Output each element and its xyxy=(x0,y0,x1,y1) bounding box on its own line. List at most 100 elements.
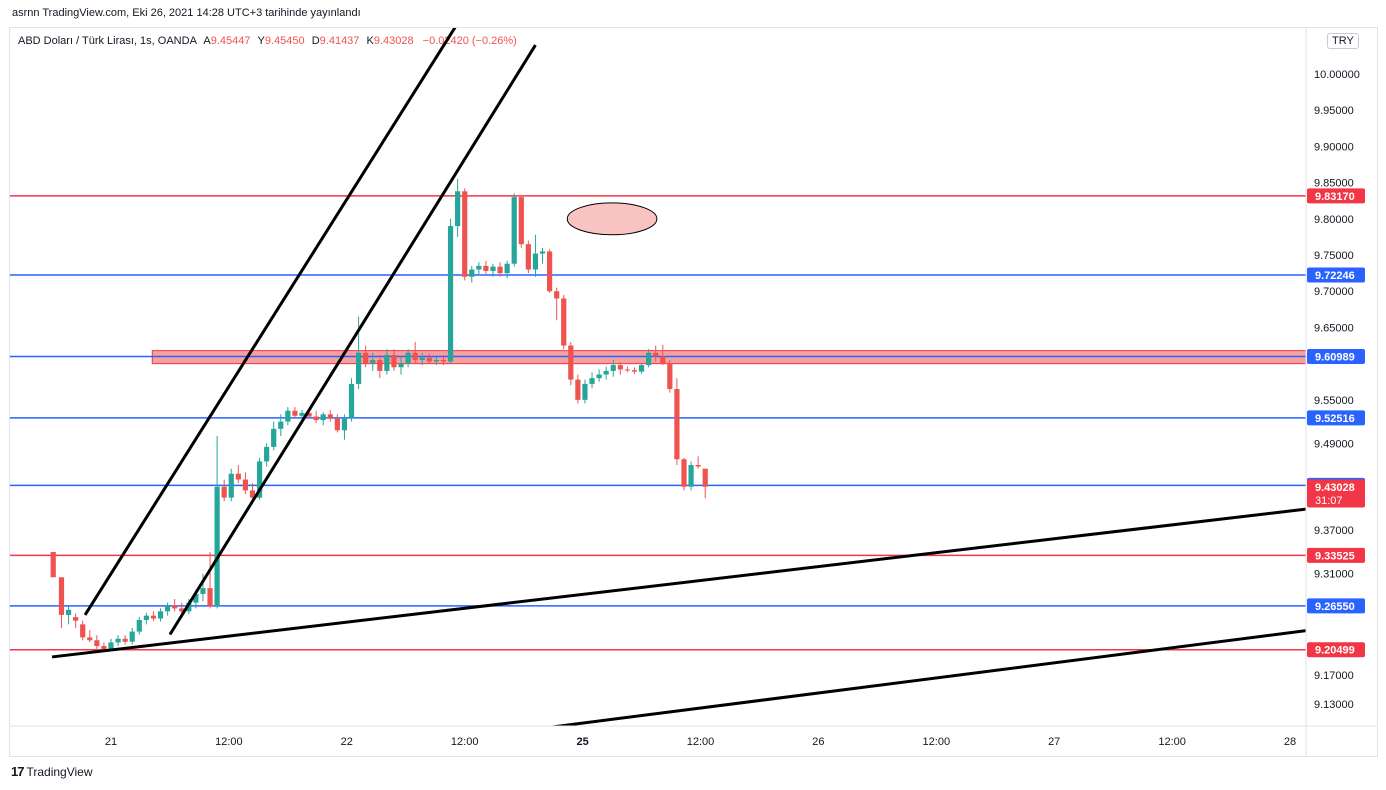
candle-down xyxy=(702,468,708,487)
price-badge xyxy=(1307,267,1365,283)
price-badge xyxy=(1307,479,1365,508)
candle-down xyxy=(94,640,100,647)
y-tick-label: 9.75000 xyxy=(1314,250,1354,262)
candle-up xyxy=(405,352,411,364)
y-tick-label: 9.85000 xyxy=(1314,178,1354,190)
candle-up xyxy=(688,465,694,487)
candle-down xyxy=(122,638,128,642)
trend-line xyxy=(51,507,1306,659)
candle-down xyxy=(497,266,503,274)
x-tick-label: 12:00 xyxy=(687,736,715,748)
candle-up xyxy=(384,354,390,371)
y-tick-label: 9.37000 xyxy=(1314,525,1354,537)
price-badge xyxy=(1307,642,1365,658)
candle-up xyxy=(278,421,284,429)
candle-up xyxy=(603,370,609,375)
price-badge xyxy=(1307,188,1365,204)
candle-down xyxy=(80,624,86,638)
candle-down xyxy=(221,486,227,498)
y-tick-label: 9.80000 xyxy=(1314,214,1354,226)
candle-down xyxy=(391,354,397,368)
candle-up xyxy=(539,251,546,254)
candle-down xyxy=(525,244,531,270)
x-tick-label: 25 xyxy=(576,736,588,748)
published-info: asrnn TradingView.com, Eki 26, 2021 14:2… xyxy=(12,7,361,19)
price-badge-label: 9.83170 xyxy=(1315,191,1355,203)
candle-down xyxy=(440,360,447,362)
candle-up xyxy=(129,631,135,642)
price-badge-label: 9.33525 xyxy=(1315,550,1355,562)
tradingview-brand[interactable]: 17 TradingView xyxy=(11,764,93,779)
low-value: 9.41437 xyxy=(319,35,360,47)
candle-down xyxy=(87,637,93,641)
candle-up xyxy=(65,609,72,615)
candle-down xyxy=(695,465,701,467)
candle-down xyxy=(242,479,249,491)
candle-up xyxy=(228,473,234,498)
candle-up xyxy=(320,414,326,421)
candle-down xyxy=(483,265,489,271)
price-badge xyxy=(1307,598,1365,614)
candle-down xyxy=(624,369,631,371)
brand-label: TradingView xyxy=(26,764,93,779)
candle-down xyxy=(617,365,623,370)
candle-down xyxy=(575,379,581,400)
chart-frame xyxy=(9,27,1378,757)
x-tick-label: 12:00 xyxy=(451,736,479,748)
candle-up xyxy=(646,352,652,366)
candle-up xyxy=(476,265,482,270)
candle-down xyxy=(561,298,567,346)
candle-up xyxy=(532,253,539,270)
candle-down xyxy=(653,352,659,357)
candle-up xyxy=(186,602,192,612)
candle-down xyxy=(101,646,107,649)
candle-down xyxy=(58,577,65,615)
candle-down xyxy=(667,363,673,389)
candle-down xyxy=(674,389,680,460)
candle-down xyxy=(554,291,560,299)
candle-down xyxy=(179,608,185,612)
open-label: A xyxy=(203,35,211,47)
candle-up xyxy=(447,226,454,362)
candle-down xyxy=(660,356,666,364)
candle-up xyxy=(589,378,595,384)
trend-line xyxy=(548,629,1306,726)
candle-down xyxy=(681,459,687,487)
high-label: Y xyxy=(257,35,265,47)
candle-up xyxy=(419,357,425,361)
currency-button[interactable]: TRY xyxy=(1327,33,1359,49)
candle-up xyxy=(469,269,475,277)
y-tick-label: 9.90000 xyxy=(1314,141,1354,153)
low-label: D xyxy=(311,35,320,47)
x-tick-label: 21 xyxy=(105,736,117,748)
candle-up xyxy=(193,593,199,603)
candle-down xyxy=(462,191,468,277)
candle-down xyxy=(172,605,178,609)
candle-down xyxy=(313,416,319,421)
y-tick-label: 9.49000 xyxy=(1314,438,1354,450)
candle-down xyxy=(150,615,157,619)
trend-line xyxy=(83,28,457,616)
high-value: 9.45450 xyxy=(264,35,305,47)
candle-up xyxy=(214,486,220,607)
symbol-title: ABD Doları / Türk Lirası, 1s, OANDA xyxy=(18,35,197,47)
candle-down xyxy=(327,414,333,419)
y-tick-label: 10.00000 xyxy=(1314,69,1360,81)
candle-up xyxy=(355,352,362,384)
x-tick-label: 22 xyxy=(341,736,353,748)
candle-down xyxy=(518,197,524,245)
candle-down xyxy=(334,418,340,431)
candle-down xyxy=(426,357,432,362)
candle-up xyxy=(370,360,376,364)
candle-up xyxy=(638,365,645,372)
close-value: 9.43028 xyxy=(373,35,414,47)
candle-down xyxy=(631,370,638,372)
x-tick-label: 12:00 xyxy=(1158,736,1186,748)
open-value: 9.45447 xyxy=(210,35,251,47)
candle-down xyxy=(73,617,79,621)
price-badge-label: 9.43028 xyxy=(1315,482,1355,494)
candle-up xyxy=(511,197,517,264)
y-tick-label: 9.95000 xyxy=(1314,105,1354,117)
tradingview-logo-icon: 17 xyxy=(11,764,25,779)
